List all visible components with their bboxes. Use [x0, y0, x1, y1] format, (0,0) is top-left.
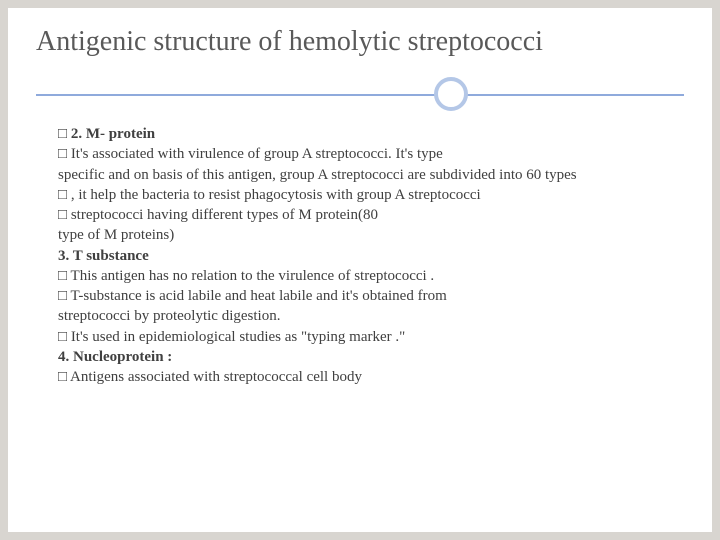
text-line: streptococci having different types of M… — [58, 205, 684, 225]
text: , it help the bacteria to resist phagocy… — [71, 187, 481, 203]
text: It's associated with virulence of group … — [71, 146, 443, 162]
text: This antigen has no relation to the viru… — [71, 268, 435, 284]
text-line: It's used in epidemiological studies as … — [58, 327, 684, 347]
text-line: , it help the bacteria to resist phagocy… — [58, 185, 684, 205]
divider-circle-icon — [434, 77, 468, 111]
heading-m-protein: 2. M- protein — [58, 124, 684, 144]
text: streptococci having different types of M… — [71, 207, 378, 223]
slide-title: Antigenic structure of hemolytic strepto… — [36, 26, 684, 58]
divider — [36, 76, 684, 112]
text: Antigens associated with streptococcal c… — [70, 369, 362, 385]
content-body: 2. M- protein It's associated with virul… — [36, 124, 684, 387]
text-line: T-substance is acid labile and heat labi… — [58, 286, 684, 306]
text-line: Antigens associated with streptococcal c… — [58, 367, 684, 387]
heading-nucleoprotein: 4. Nucleoprotein : — [58, 347, 684, 367]
bullet-icon — [58, 369, 70, 385]
heading-t-substance: 3. T substance — [58, 246, 684, 266]
bullet-icon — [58, 268, 71, 284]
slide: Antigenic structure of hemolytic strepto… — [8, 8, 712, 532]
text: T-substance is acid labile and heat labi… — [71, 288, 447, 304]
bullet-icon — [58, 329, 71, 345]
bullet-icon — [58, 187, 71, 203]
bullet-icon — [58, 146, 71, 162]
bullet-icon — [58, 288, 71, 304]
text-line: This antigen has no relation to the viru… — [58, 266, 684, 286]
text-line: specific and on basis of this antigen, g… — [58, 165, 684, 185]
divider-line — [36, 94, 684, 96]
text-line: type of M proteins) — [58, 225, 684, 245]
text-line: streptococci by proteolytic digestion. — [58, 306, 684, 326]
text: It's used in epidemiological studies as … — [71, 329, 405, 345]
text-line: It's associated with virulence of group … — [58, 144, 684, 164]
bullet-icon — [58, 207, 71, 223]
